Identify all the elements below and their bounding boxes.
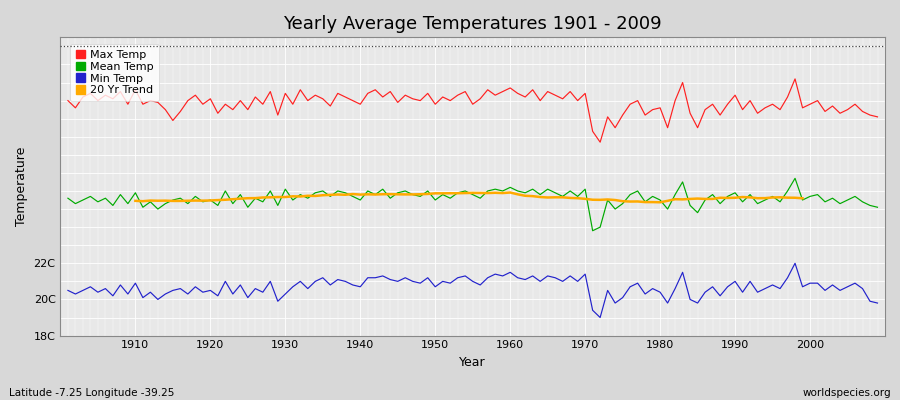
Text: Latitude -7.25 Longitude -39.25: Latitude -7.25 Longitude -39.25 — [9, 388, 175, 398]
X-axis label: Year: Year — [459, 356, 486, 369]
Title: Yearly Average Temperatures 1901 - 2009: Yearly Average Temperatures 1901 - 2009 — [284, 15, 662, 33]
Legend: Max Temp, Mean Temp, Min Temp, 20 Yr Trend: Max Temp, Mean Temp, Min Temp, 20 Yr Tre… — [70, 44, 159, 101]
Text: worldspecies.org: worldspecies.org — [803, 388, 891, 398]
Y-axis label: Temperature: Temperature — [15, 147, 28, 226]
